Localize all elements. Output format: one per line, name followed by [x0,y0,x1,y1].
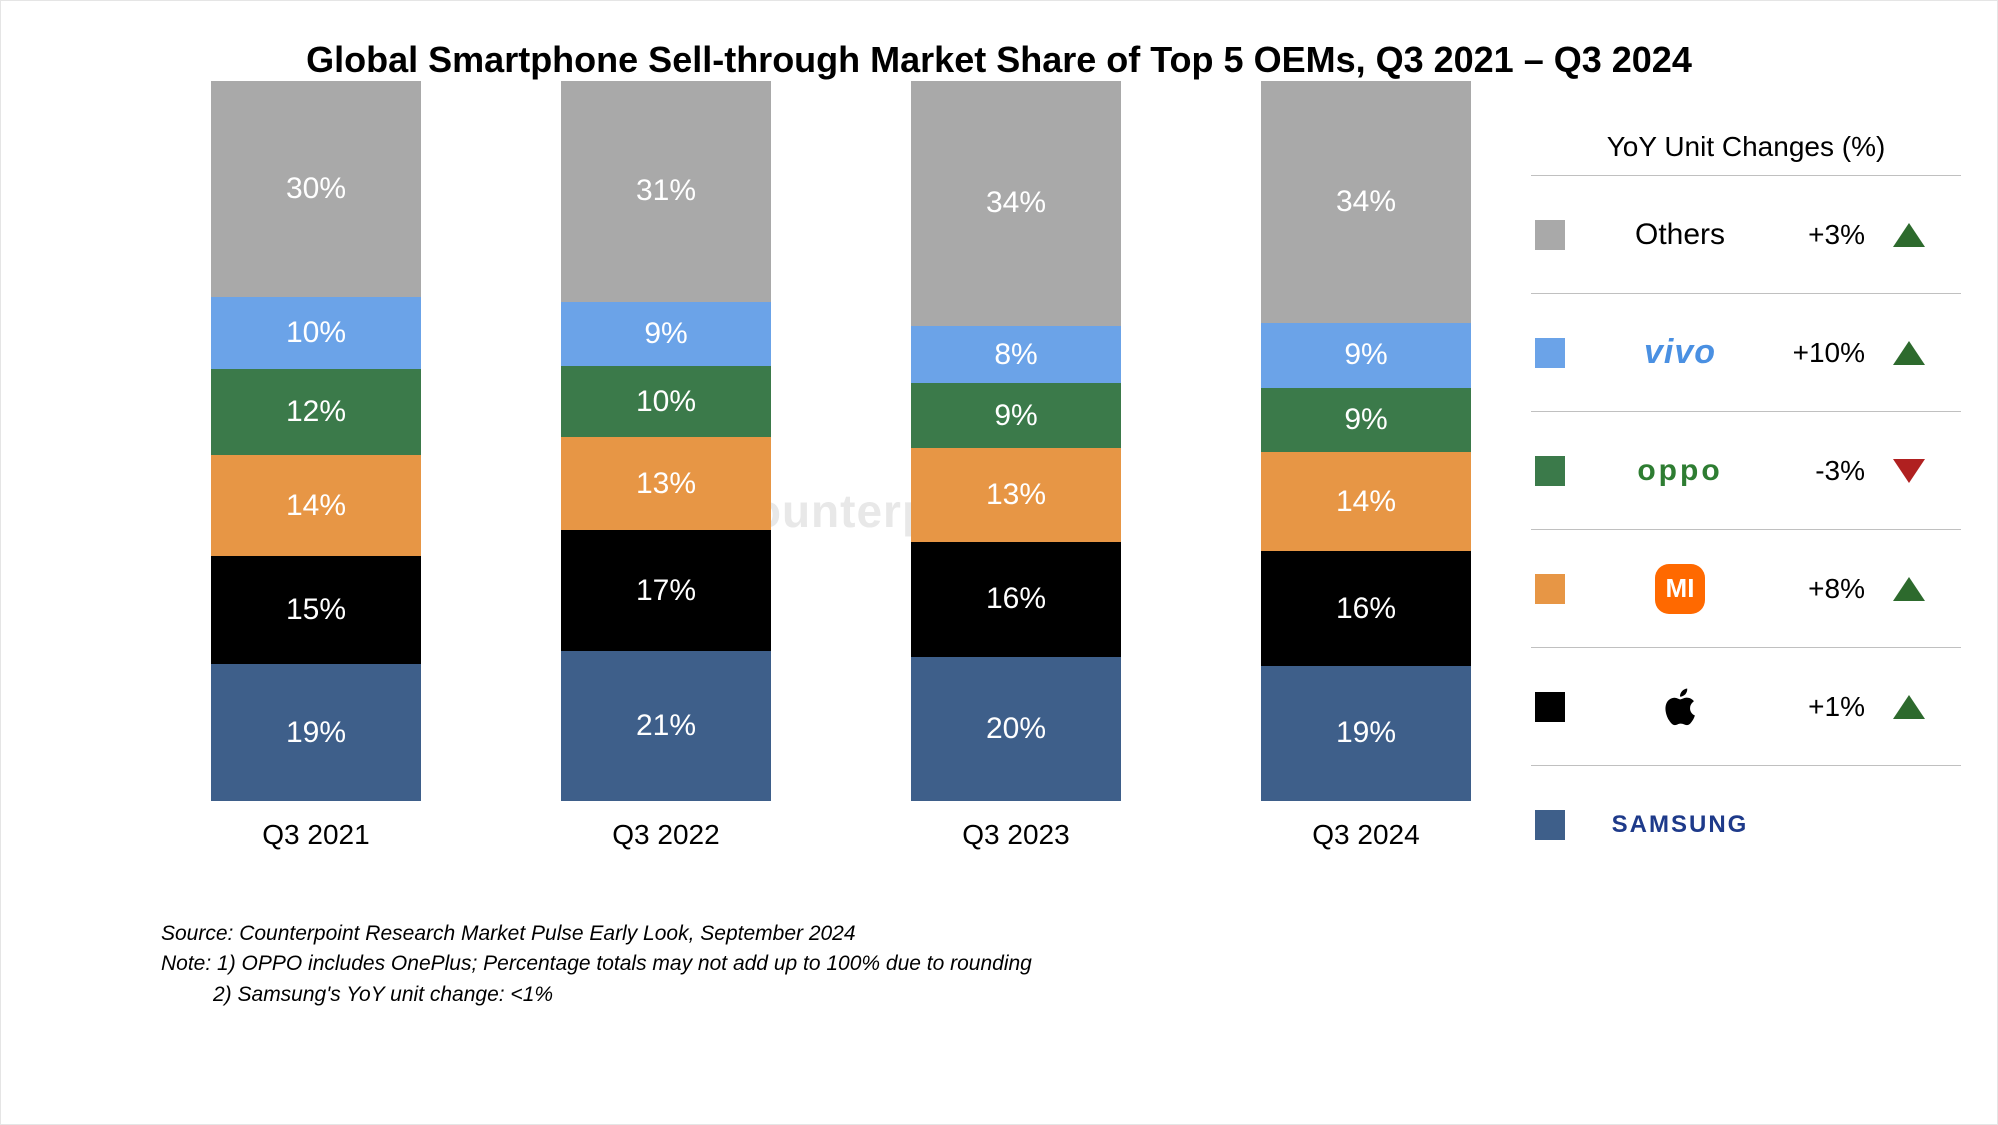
footer-source: Source: Counterpoint Research Market Pul… [161,919,1937,949]
bar-segment-samsung: 21% [561,651,771,801]
legend-panel: YoY Unit Changes (%) Others+3%vivo+10%op… [1531,131,1961,883]
legend-title: YoY Unit Changes (%) [1531,131,1961,163]
yoy-direction-icon [1865,223,1925,247]
bar-segment-samsung: 20% [911,657,1121,801]
x-axis-label: Q3 2022 [612,819,719,851]
legend-swatch [1535,456,1565,486]
bar-segment-vivo: 10% [211,297,421,369]
brand-logo-oppo: oppo [1605,454,1755,488]
brand-logo-vivo: vivo [1605,333,1755,372]
bar-segment-others: 31% [561,81,771,302]
bar-segment-oppo: 9% [1261,388,1471,452]
bar-segment-xiaomi: 13% [911,448,1121,542]
yoy-value: +3% [1755,219,1865,251]
bar-segment-others: 30% [211,81,421,297]
stacked-bar: 34%9%9%14%16%19% [1261,81,1471,801]
bar-segment-vivo: 9% [1261,323,1471,387]
legend-row-xiaomi: MI+8% [1531,529,1961,647]
yoy-direction-icon [1865,577,1925,601]
footer-note-2: 2) Samsung's YoY unit change: <1% [213,980,1937,1010]
legend-row-vivo: vivo+10% [1531,293,1961,411]
bar-column: 34%9%9%14%16%19%Q3 2024 [1261,81,1471,851]
chart-plot-area: Counterpoint 30%10%12%14%15%19%Q3 202131… [211,131,1471,891]
bar-segment-others: 34% [911,81,1121,326]
bar-segment-apple: 16% [1261,551,1471,665]
bar-segment-oppo: 9% [911,383,1121,448]
bar-segment-xiaomi: 13% [561,437,771,530]
yoy-direction-icon [1865,695,1925,719]
bar-segment-vivo: 8% [911,326,1121,384]
bar-column: 30%10%12%14%15%19% Q3 2021 [211,81,421,851]
brand-logo-others: Others [1605,218,1755,252]
bar-segment-xiaomi: 14% [211,455,421,556]
brand-logo-samsung: SAMSUNG [1605,811,1755,839]
brand-logo-xiaomi: MI [1605,564,1755,614]
bar-column: 31%9%10%13%17%21% Q3 2022 [561,81,771,851]
bar-segment-samsung: 19% [1261,666,1471,801]
brand-logo-apple [1605,686,1755,728]
bar-segment-oppo: 10% [561,366,771,437]
x-axis-label: Q3 2021 [262,819,369,851]
legend-swatch [1535,220,1565,250]
bar-segment-others: 34% [1261,81,1471,323]
bar-segment-xiaomi: 14% [1261,452,1471,552]
x-axis-label: Q3 2023 [962,819,1069,851]
yoy-value: +1% [1755,691,1865,723]
bar-segment-vivo: 9% [561,302,771,366]
stacked-bar: 34%8%9%13%16%20% [911,81,1121,801]
x-axis-label: Q3 2024 [1312,819,1419,851]
bar-segment-apple: 16% [911,542,1121,657]
footer-notes: Source: Counterpoint Research Market Pul… [161,919,1937,1010]
legend-row-others: Others+3% [1531,175,1961,293]
bar-segment-apple: 17% [561,530,771,651]
bar-segment-samsung: 19% [211,664,421,801]
legend-row-oppo: oppo-3% [1531,411,1961,529]
legend-swatch [1535,574,1565,604]
legend-swatch [1535,692,1565,722]
yoy-direction-icon [1865,459,1925,483]
bar-segment-oppo: 12% [211,369,421,455]
stacked-bar: 31%9%10%13%17%21% [561,81,771,801]
bar-segment-apple: 15% [211,556,421,664]
yoy-direction-icon [1865,341,1925,365]
stacked-bar: 30%10%12%14%15%19% [211,81,421,801]
legend-row-apple: +1% [1531,647,1961,765]
legend-swatch [1535,810,1565,840]
legend-swatch [1535,338,1565,368]
bar-column: 34%8%9%13%16%20% Q3 2023 [911,81,1121,851]
yoy-value: +10% [1755,337,1865,369]
legend-row-samsung: SAMSUNG [1531,765,1961,883]
yoy-value: +8% [1755,573,1865,605]
chart-title: Global Smartphone Sell-through Market Sh… [61,39,1937,81]
footer-note-1: Note: 1) OPPO includes OnePlus; Percenta… [161,949,1937,979]
yoy-value: -3% [1755,455,1865,487]
